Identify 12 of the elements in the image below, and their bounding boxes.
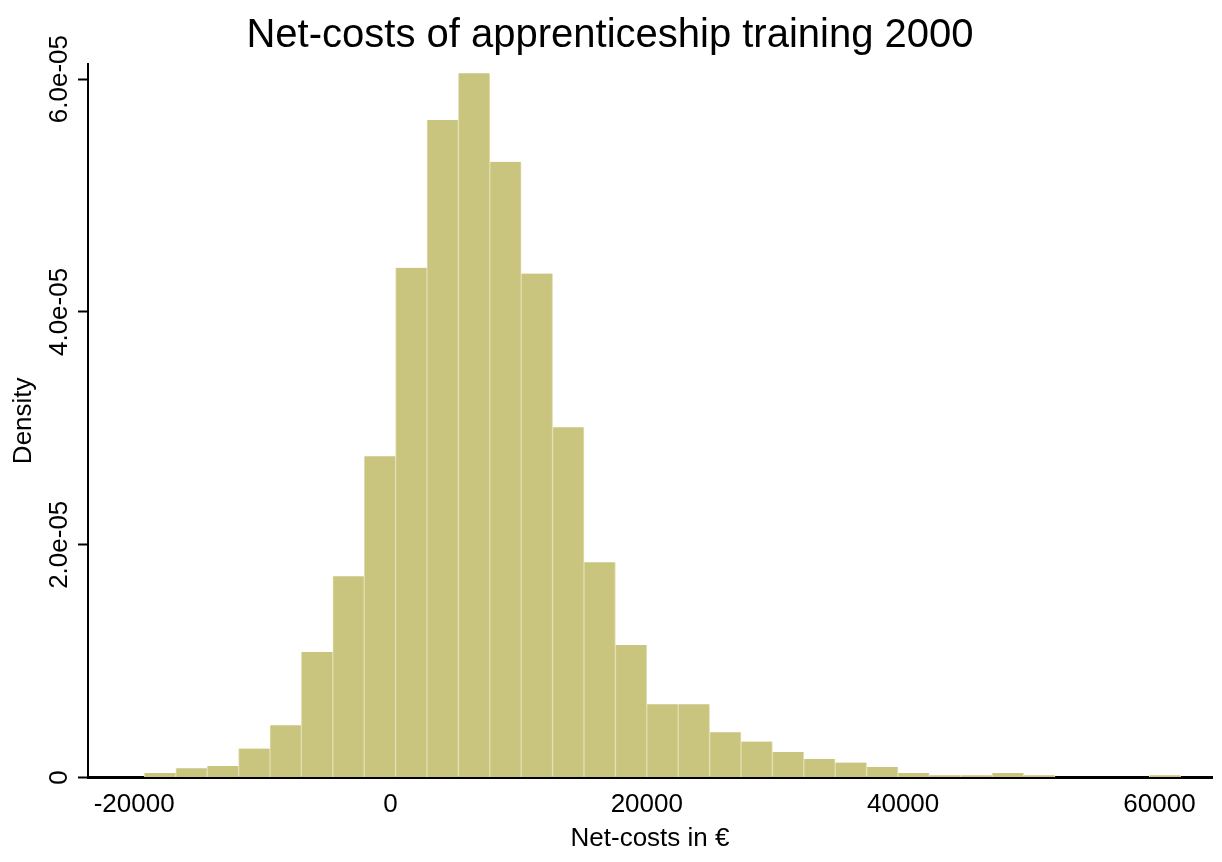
x-tick-label: 60000 [1123,788,1196,819]
chart-title: Net-costs of apprenticeship training 2000 [246,11,974,56]
y-tick-label: 6.0e-05 [43,35,74,124]
y-tick-label: 4.0e-05 [43,267,74,357]
y-axis-title: Density [6,377,37,465]
y-tick-label: 0 [43,770,74,785]
x-axis-title: Net-costs in € [570,821,731,852]
x-tick-label: 20000 [610,788,683,819]
y-tick-label: 2.0e-05 [43,500,74,589]
x-tick-label: 40000 [866,788,940,819]
x-tick-label: -20000 [93,788,175,819]
x-tick-label: 0 [383,788,398,819]
